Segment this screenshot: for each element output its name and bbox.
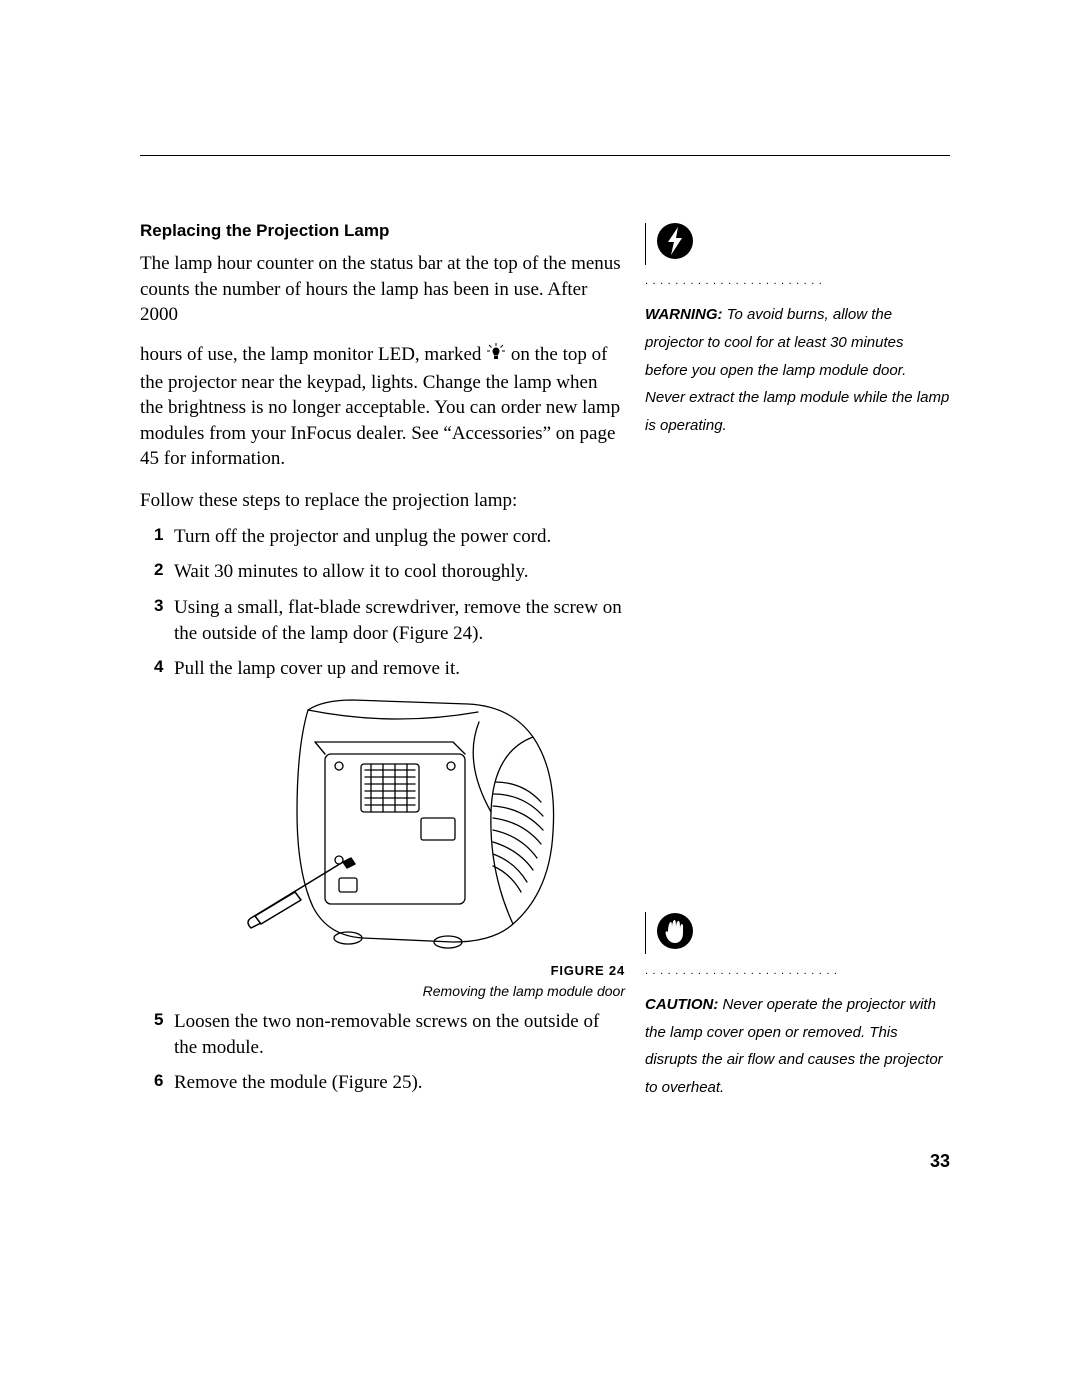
hand-caution-icon <box>654 910 696 957</box>
page-number: 33 <box>930 1151 950 1172</box>
top-rule <box>140 155 950 156</box>
step-number: 6 <box>154 1070 174 1093</box>
caution-block: .......................... CAUTION: Neve… <box>645 910 950 1102</box>
step-6-text: Remove the module (Figure 25). <box>174 1070 625 1096</box>
paragraph-2a: hours of use, the lamp monitor LED, mark… <box>140 344 486 365</box>
step-5: 5 Loosen the two non-removable screws on… <box>140 1009 625 1060</box>
step-2: 2 Wait 30 minutes to allow it to cool th… <box>140 559 625 585</box>
steps-intro: Follow these steps to replace the projec… <box>140 488 625 514</box>
dot-separator: .......................... <box>645 965 950 977</box>
step-number: 3 <box>154 595 174 618</box>
warning-lead: WARNING: <box>645 306 723 323</box>
step-6: 6 Remove the module (Figure 25). <box>140 1070 625 1096</box>
figure-caption: Removing the lamp module door <box>140 982 625 1001</box>
step-3-text: Using a small, flat-blade screwdriver, r… <box>174 595 625 646</box>
step-1-text: Turn off the projector and unplug the po… <box>174 524 625 550</box>
step-2-text: Wait 30 minutes to allow it to cool thor… <box>174 559 625 585</box>
step-1: 1 Turn off the projector and unplug the … <box>140 524 625 550</box>
warning-text: To avoid burns, allow the projector to c… <box>645 306 949 434</box>
paragraph-2: hours of use, the lamp monitor LED, mark… <box>140 342 625 472</box>
step-number: 4 <box>154 656 174 679</box>
side-divider <box>645 223 646 265</box>
caution-lead: CAUTION: <box>645 996 718 1013</box>
step-5-text: Loosen the two non-removable screws on t… <box>174 1009 625 1060</box>
side-spacer <box>645 440 950 910</box>
section-heading: Replacing the Projection Lamp <box>140 220 625 243</box>
warning-block: ........................ WARNING: To avo… <box>645 220 950 440</box>
figure-24-illustration <box>243 692 563 950</box>
lamp-led-icon <box>486 342 506 370</box>
warning-note: WARNING: To avoid burns, allow the proje… <box>645 301 950 440</box>
lightning-warning-icon <box>654 220 696 267</box>
side-column: ........................ WARNING: To avo… <box>645 220 950 1102</box>
step-number: 2 <box>154 559 174 582</box>
paragraph-1: The lamp hour counter on the status bar … <box>140 251 625 328</box>
side-divider <box>645 912 646 954</box>
step-number: 5 <box>154 1009 174 1032</box>
step-number: 1 <box>154 524 174 547</box>
step-4: 4 Pull the lamp cover up and remove it. <box>140 656 625 682</box>
figure-24: FIGURE 24 Removing the lamp module door <box>140 692 625 1001</box>
step-4-text: Pull the lamp cover up and remove it. <box>174 656 625 682</box>
figure-label: FIGURE 24 <box>140 962 625 980</box>
dot-separator: ........................ <box>645 275 950 287</box>
main-column: Replacing the Projection Lamp The lamp h… <box>140 220 625 1106</box>
step-3: 3 Using a small, flat-blade screwdriver,… <box>140 595 625 646</box>
caution-note: CAUTION: Never operate the projector wit… <box>645 991 950 1102</box>
